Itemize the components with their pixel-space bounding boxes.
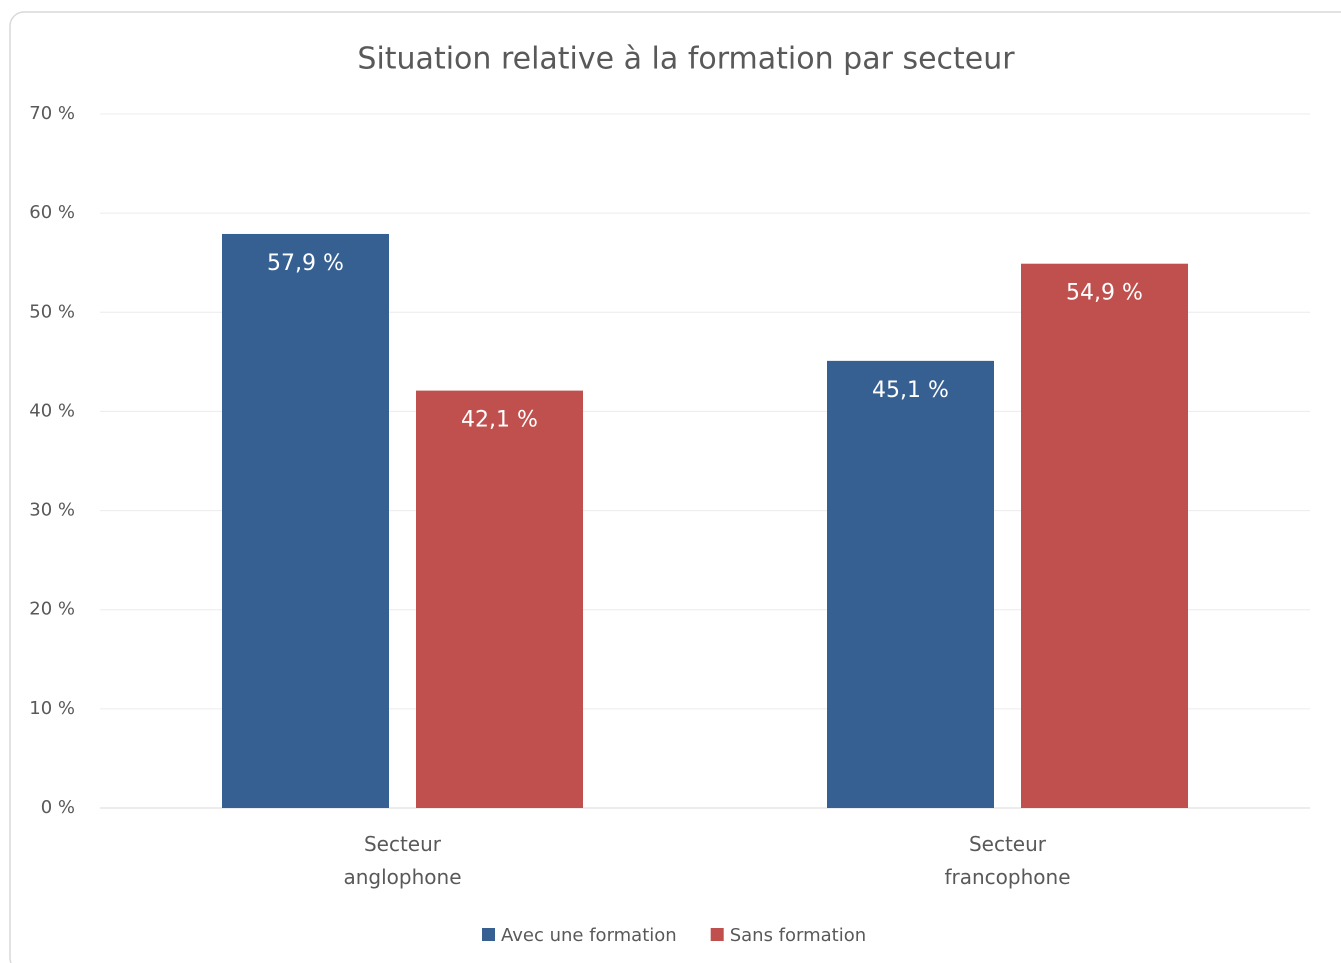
- y-tick-label: 40 %: [29, 400, 75, 421]
- data-label: 57,9 %: [267, 251, 344, 276]
- bar: [416, 390, 583, 808]
- y-tick-label: 60 %: [29, 202, 75, 223]
- y-tick-label: 10 %: [29, 698, 75, 719]
- bar: [1021, 263, 1188, 809]
- data-label: 42,1 %: [461, 408, 538, 433]
- y-tick-label: 30 %: [29, 500, 75, 521]
- y-tick-label: 0 %: [41, 797, 75, 818]
- data-label: 54,9 %: [1066, 281, 1143, 306]
- bar: [827, 360, 994, 808]
- chart-title: Situation relative à la formation par se…: [357, 42, 1015, 77]
- x-tick-label: Secteur anglophone: [343, 832, 462, 889]
- bar: [222, 233, 389, 808]
- legend-label: Sans formation: [730, 925, 866, 946]
- y-tick-label: 20 %: [29, 599, 75, 620]
- legend-label: Avec une formation: [501, 925, 677, 946]
- legend-swatch: [710, 928, 724, 941]
- data-label: 45,1 %: [872, 378, 949, 403]
- y-tick-label: 70 %: [29, 103, 75, 124]
- y-tick-label: 50 %: [29, 301, 75, 322]
- x-tick-label: Secteur francophone: [944, 832, 1071, 889]
- legend-swatch: [482, 928, 495, 941]
